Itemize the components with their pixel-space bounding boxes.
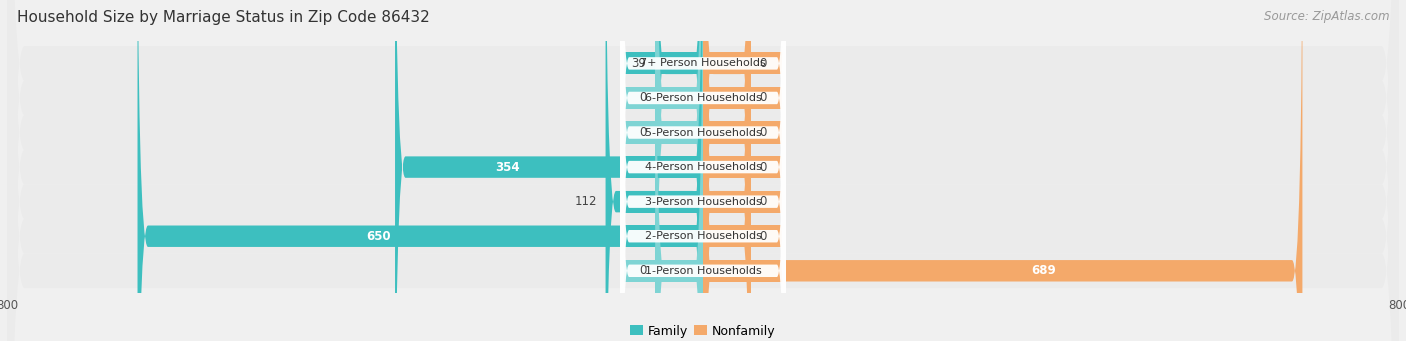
Legend: Family, Nonfamily: Family, Nonfamily bbox=[626, 320, 780, 341]
Text: 1-Person Households: 1-Person Households bbox=[644, 266, 762, 276]
Bar bbox=[703, 52, 786, 74]
Text: Source: ZipAtlas.com: Source: ZipAtlas.com bbox=[1264, 10, 1389, 23]
Bar bbox=[620, 225, 703, 247]
FancyBboxPatch shape bbox=[655, 0, 703, 341]
FancyBboxPatch shape bbox=[703, 0, 751, 341]
Text: 5-Person Households: 5-Person Households bbox=[644, 128, 762, 137]
Bar bbox=[620, 156, 703, 178]
Text: 39: 39 bbox=[631, 57, 647, 70]
FancyBboxPatch shape bbox=[620, 0, 786, 341]
Text: 0: 0 bbox=[640, 126, 647, 139]
FancyBboxPatch shape bbox=[138, 0, 703, 341]
Bar bbox=[703, 156, 786, 178]
FancyBboxPatch shape bbox=[7, 0, 1399, 341]
Bar bbox=[620, 260, 703, 282]
Text: 689: 689 bbox=[1032, 264, 1056, 277]
Text: 0: 0 bbox=[759, 161, 766, 174]
FancyBboxPatch shape bbox=[703, 0, 751, 341]
Bar bbox=[620, 87, 703, 109]
Text: 0: 0 bbox=[640, 91, 647, 104]
FancyBboxPatch shape bbox=[703, 0, 751, 341]
FancyBboxPatch shape bbox=[703, 0, 751, 341]
FancyBboxPatch shape bbox=[703, 0, 751, 341]
FancyBboxPatch shape bbox=[620, 0, 786, 341]
Text: 0: 0 bbox=[640, 264, 647, 277]
FancyBboxPatch shape bbox=[703, 0, 751, 341]
Text: 7+ Person Households: 7+ Person Households bbox=[640, 58, 766, 69]
FancyBboxPatch shape bbox=[620, 0, 786, 341]
FancyBboxPatch shape bbox=[7, 0, 1399, 341]
Text: 2-Person Households: 2-Person Households bbox=[644, 231, 762, 241]
Text: 0: 0 bbox=[759, 57, 766, 70]
Text: 650: 650 bbox=[367, 230, 391, 243]
Bar bbox=[703, 191, 786, 213]
FancyBboxPatch shape bbox=[620, 0, 786, 341]
Text: 0: 0 bbox=[759, 230, 766, 243]
Bar bbox=[703, 87, 786, 109]
Bar bbox=[703, 225, 786, 247]
Text: 0: 0 bbox=[759, 126, 766, 139]
FancyBboxPatch shape bbox=[655, 0, 703, 341]
FancyBboxPatch shape bbox=[7, 0, 1399, 341]
Text: 3-Person Households: 3-Person Households bbox=[644, 197, 762, 207]
Bar bbox=[620, 121, 703, 144]
FancyBboxPatch shape bbox=[7, 0, 1399, 341]
Text: 112: 112 bbox=[575, 195, 598, 208]
FancyBboxPatch shape bbox=[620, 0, 786, 341]
Bar bbox=[620, 191, 703, 213]
FancyBboxPatch shape bbox=[7, 0, 1399, 341]
FancyBboxPatch shape bbox=[620, 0, 786, 341]
Text: Household Size by Marriage Status in Zip Code 86432: Household Size by Marriage Status in Zip… bbox=[17, 10, 430, 25]
FancyBboxPatch shape bbox=[7, 0, 1399, 341]
Bar bbox=[620, 52, 703, 74]
Text: 0: 0 bbox=[759, 195, 766, 208]
Text: 0: 0 bbox=[759, 91, 766, 104]
Bar bbox=[703, 260, 786, 282]
FancyBboxPatch shape bbox=[703, 0, 1302, 341]
Text: 6-Person Households: 6-Person Households bbox=[644, 93, 762, 103]
Bar bbox=[703, 121, 786, 144]
FancyBboxPatch shape bbox=[7, 0, 1399, 341]
FancyBboxPatch shape bbox=[655, 0, 703, 341]
FancyBboxPatch shape bbox=[606, 0, 703, 341]
FancyBboxPatch shape bbox=[395, 0, 703, 341]
Text: 4-Person Households: 4-Person Households bbox=[644, 162, 762, 172]
FancyBboxPatch shape bbox=[620, 0, 786, 341]
Text: 354: 354 bbox=[495, 161, 520, 174]
FancyBboxPatch shape bbox=[655, 0, 703, 341]
